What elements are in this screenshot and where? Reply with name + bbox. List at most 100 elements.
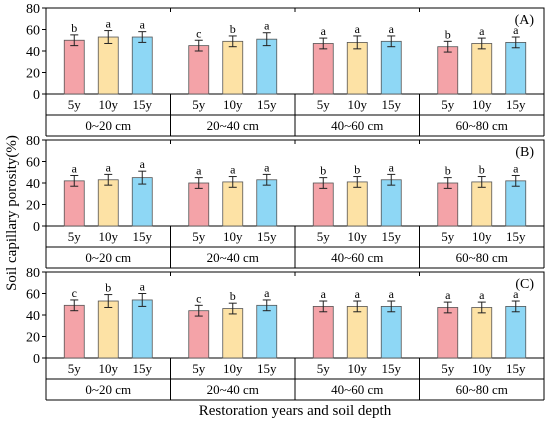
- x-tick-label: 10y: [348, 97, 368, 112]
- bar: [505, 42, 527, 95]
- bar: [188, 45, 210, 95]
- bar: [63, 180, 85, 227]
- significance-letter: b: [479, 163, 485, 177]
- bar: [222, 308, 244, 359]
- depth-label: 20~40 cm: [207, 382, 259, 397]
- y-tick-label: 80: [26, 2, 40, 17]
- x-tick-label: 5y: [441, 361, 455, 376]
- significance-letter: a: [264, 286, 270, 300]
- significance-letter: a: [389, 160, 395, 174]
- y-tick-label: 40: [26, 309, 40, 324]
- significance-letter: b: [105, 281, 111, 295]
- x-tick-label: 5y: [317, 97, 331, 112]
- significance-letter: c: [72, 286, 77, 300]
- significance-letter: a: [196, 164, 202, 178]
- depth-label: 0~20 cm: [85, 382, 131, 397]
- significance-letter: a: [264, 160, 270, 174]
- bar: [63, 39, 85, 95]
- significance-letter: a: [140, 157, 146, 171]
- y-tick-label: 40: [26, 177, 40, 192]
- x-tick-label: 15y: [133, 229, 153, 244]
- plot-frame: [45, 7, 545, 95]
- significance-letter: a: [106, 160, 112, 174]
- significance-letter: a: [479, 24, 485, 38]
- significance-letter: b: [445, 27, 451, 41]
- bar: [471, 307, 493, 359]
- y-tick-label: 0: [33, 220, 40, 235]
- bar: [222, 181, 244, 227]
- x-tick-label: 5y: [192, 229, 206, 244]
- significance-letter: a: [389, 287, 395, 301]
- y-tick-label: 80: [26, 134, 40, 149]
- significance-letter: b: [230, 22, 236, 36]
- x-tick-label: 10y: [472, 97, 492, 112]
- significance-letter: b: [230, 289, 236, 303]
- depth-label: 40~60 cm: [331, 382, 383, 397]
- panel-3: 0 20 40 60 80 (C) c 5y b 10y a 15y c 5y b 10y a 15y a 5y a 10…: [26, 266, 545, 401]
- significance-letter: a: [513, 161, 519, 175]
- y-tick-label: 20: [26, 67, 40, 82]
- bar: [437, 182, 459, 227]
- bar: [97, 179, 119, 227]
- x-tick-label: 5y: [441, 229, 455, 244]
- y-tick-label: 20: [26, 331, 40, 346]
- x-axis-label: Restoration years and soil depth: [199, 403, 392, 419]
- bar: [131, 177, 153, 227]
- bar: [97, 36, 119, 95]
- bar: [312, 43, 334, 95]
- panel-label: (A): [515, 13, 535, 28]
- x-tick-label: 5y: [192, 97, 206, 112]
- depth-label: 40~60 cm: [331, 118, 383, 133]
- panel-2: 020406080(B)a5ya10ya15ya5ya10ya15yb5yb10…: [26, 134, 545, 269]
- y-tick-label: 80: [26, 266, 40, 281]
- significance-letter: a: [140, 18, 146, 32]
- x-tick-label: 5y: [68, 229, 82, 244]
- y-tick-label: 60: [26, 24, 40, 39]
- bar: [380, 179, 402, 227]
- y-tick-label: 40: [26, 45, 40, 60]
- x-tick-label: 5y: [317, 229, 331, 244]
- y-tick-label: 0: [33, 88, 40, 103]
- bar: [346, 42, 368, 95]
- depth-label: 20~40 cm: [207, 250, 259, 265]
- y-tick-label: 60: [26, 156, 40, 171]
- x-tick-label: 10y: [348, 361, 368, 376]
- significance-letter: a: [389, 22, 395, 36]
- bar: [380, 305, 402, 359]
- bar: [256, 179, 278, 227]
- x-tick-label: 5y: [317, 361, 331, 376]
- significance-letter: a: [355, 22, 361, 36]
- panel-1: 0 20 40 60 80 (A) b 5y a 10y a 15y c 5y b 10y a 15y a 5y a 10…: [26, 2, 545, 137]
- significance-letter: c: [196, 291, 201, 305]
- bar: [346, 181, 368, 227]
- bar: [312, 182, 334, 227]
- bar: [346, 305, 368, 359]
- depth-label: 40~60 cm: [331, 250, 383, 265]
- x-tick-label: 10y: [223, 97, 243, 112]
- depth-label: 60~80 cm: [456, 250, 508, 265]
- x-tick-label: 10y: [99, 97, 119, 112]
- significance-letter: b: [71, 21, 77, 35]
- bar: [256, 38, 278, 95]
- bar: [131, 36, 153, 95]
- y-tick-label: 60: [26, 288, 40, 303]
- y-tick-label: 20: [26, 199, 40, 214]
- x-tick-label: 10y: [223, 229, 243, 244]
- significance-letter: a: [321, 287, 327, 301]
- bar: [380, 40, 402, 95]
- x-tick-label: 15y: [506, 97, 526, 112]
- bar: [437, 307, 459, 359]
- depth-label: 20~40 cm: [207, 118, 259, 133]
- x-tick-label: 15y: [382, 229, 402, 244]
- x-tick-label: 15y: [506, 361, 526, 376]
- significance-letter: a: [230, 163, 236, 177]
- bar: [97, 300, 119, 359]
- y-tick-label: 0: [33, 352, 40, 367]
- bar: [188, 310, 210, 359]
- bar: [505, 305, 527, 359]
- significance-letter: b: [445, 164, 451, 178]
- x-tick-label: 10y: [348, 229, 368, 244]
- depth-label: 0~20 cm: [85, 118, 131, 133]
- x-tick-label: 10y: [472, 229, 492, 244]
